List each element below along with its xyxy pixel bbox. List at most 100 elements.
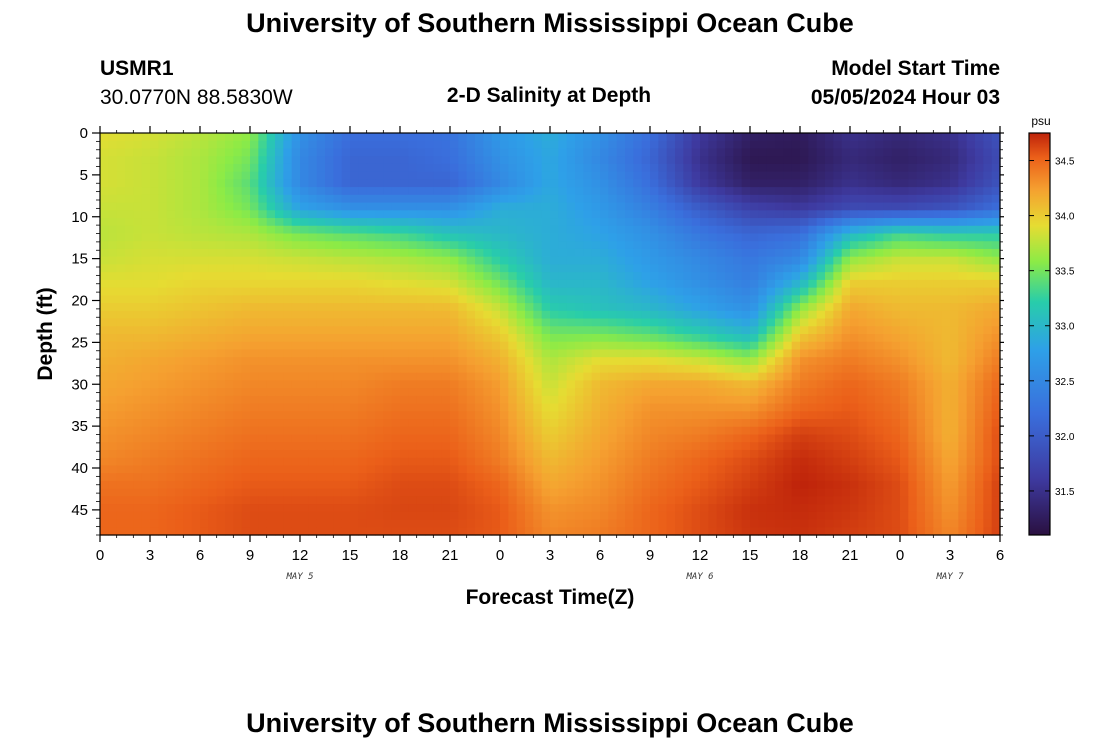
heatmap-cell (566, 364, 576, 374)
heatmap-cell (975, 449, 984, 459)
heatmap-cell (616, 256, 626, 266)
heatmap-cell (100, 140, 109, 150)
heatmap-cell (391, 434, 401, 443)
heatmap-cell (875, 326, 884, 335)
heatmap-cell (425, 156, 434, 165)
heatmap-cell (750, 480, 759, 490)
heatmap-cell (750, 334, 759, 343)
heatmap-cell (758, 380, 768, 389)
heatmap-cell (758, 187, 768, 196)
heatmap-cell (383, 194, 393, 204)
heatmap-cell (525, 202, 534, 211)
heatmap-cell (175, 357, 184, 366)
heatmap-cell (291, 419, 301, 428)
heatmap-cell (216, 364, 226, 374)
heatmap-cell (133, 264, 143, 273)
heatmap-cell (958, 326, 968, 335)
heatmap-cell (941, 349, 951, 358)
heatmap-cell (733, 133, 743, 142)
heatmap-cell (933, 403, 943, 412)
heatmap-cell (550, 395, 559, 405)
heatmap-cell (450, 256, 459, 266)
heatmap-cell (441, 457, 451, 467)
heatmap-cell (225, 449, 234, 459)
heatmap-cell (875, 403, 884, 412)
heatmap-cell (200, 218, 209, 227)
heatmap-cell (350, 457, 359, 467)
heatmap-cell (350, 272, 359, 281)
heatmap-cell (566, 156, 576, 165)
heatmap-cell (908, 449, 918, 459)
heatmap-cell (575, 156, 584, 165)
heatmap-cell (350, 218, 359, 227)
heatmap-cell (650, 233, 659, 242)
heatmap-cell (341, 295, 351, 304)
heatmap-cell (466, 341, 476, 351)
heatmap-cell (466, 133, 476, 142)
heatmap-cell (875, 156, 884, 165)
heatmap-cell (408, 279, 418, 289)
heatmap-cell (725, 372, 734, 381)
heatmap-cell (258, 395, 268, 405)
heatmap-cell (241, 140, 251, 150)
heatmap-cell (791, 465, 801, 474)
heatmap-cell (258, 341, 268, 351)
heatmap-cell (966, 411, 976, 420)
heatmap-cell (300, 480, 309, 490)
heatmap-cell (250, 372, 259, 381)
heatmap-cell (841, 403, 851, 412)
heatmap-cell (316, 310, 326, 320)
heatmap-cell (133, 488, 143, 497)
heatmap-cell (208, 419, 218, 428)
heatmap-cell (708, 473, 718, 482)
heatmap-cell (900, 140, 909, 150)
heatmap-cell (916, 148, 926, 157)
heatmap-cell (233, 326, 243, 335)
heatmap-cell (566, 210, 576, 219)
heatmap-cell (666, 295, 676, 304)
heatmap-cell (558, 473, 568, 482)
heatmap-cell (441, 449, 451, 459)
heatmap-cell (175, 133, 184, 142)
heatmap-cell (141, 434, 151, 443)
heatmap-cell (966, 279, 976, 289)
heatmap-cell (191, 357, 201, 366)
heatmap-cell (550, 287, 559, 296)
heatmap-cell (475, 395, 484, 405)
heatmap-cell (333, 411, 343, 420)
heatmap-cell (166, 272, 176, 281)
heatmap-cell (483, 449, 493, 459)
heatmap-cell (375, 233, 384, 242)
heatmap-cell (925, 326, 934, 335)
heatmap-cell (883, 364, 893, 374)
heatmap-cell (333, 465, 343, 474)
heatmap-cell (750, 465, 759, 474)
heatmap-cell (516, 318, 526, 327)
heatmap-cell (400, 279, 409, 289)
heatmap-cell (558, 380, 568, 389)
heatmap-cell (283, 218, 293, 227)
heatmap-cell (883, 426, 893, 436)
heatmap-cell (741, 156, 751, 165)
heatmap-cell (525, 133, 534, 142)
heatmap-cell (425, 341, 434, 351)
heatmap-cell (158, 148, 168, 157)
heatmap-cell (458, 163, 468, 173)
heatmap-cell (366, 248, 376, 258)
heatmap-cell (258, 163, 268, 173)
heatmap-cell (741, 349, 751, 358)
heatmap-cell (108, 272, 118, 281)
heatmap-cell (675, 372, 684, 381)
heatmap-cell (533, 210, 543, 219)
heatmap-cell (966, 295, 976, 304)
heatmap-cell (416, 341, 426, 351)
heatmap-cell (283, 465, 293, 474)
heatmap-cell (266, 380, 276, 389)
heatmap-cell (683, 264, 693, 273)
heatmap-cell (133, 334, 143, 343)
heatmap-cell (308, 434, 318, 443)
heatmap-cell (483, 156, 493, 165)
heatmap-cell (866, 388, 876, 397)
heatmap-cell (850, 133, 859, 142)
heatmap-cell (608, 426, 618, 436)
